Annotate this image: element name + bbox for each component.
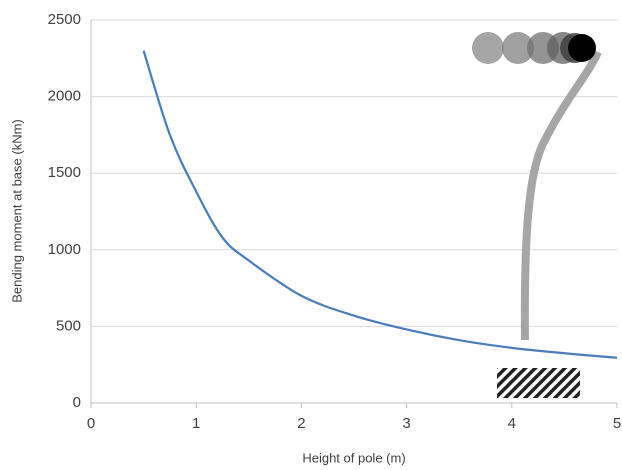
y-tick-label: 1500 — [48, 164, 81, 181]
foundation — [497, 368, 580, 398]
x-tick-label: 3 — [402, 415, 410, 432]
y-axis-title: Bending moment at base (kNm) — [9, 119, 24, 303]
pole-head — [568, 34, 596, 62]
y-tick-label: 0 — [73, 394, 81, 411]
pole-head — [472, 32, 504, 64]
pole — [520, 50, 602, 341]
pole-illustration — [472, 32, 602, 398]
x-tick-label: 4 — [508, 415, 516, 432]
y-tick-label: 1000 — [48, 241, 81, 258]
y-tick-label: 2500 — [48, 11, 81, 28]
x-axis-title: Height of pole (m) — [302, 450, 405, 465]
y-tick-label: 500 — [56, 317, 81, 334]
data-line — [142, 50, 618, 359]
pole-head — [502, 32, 534, 64]
y-tick-label: 2000 — [48, 88, 81, 105]
x-tick-label: 1 — [192, 415, 200, 432]
x-tick-label: 0 — [87, 415, 95, 432]
x-tick-label: 5 — [613, 415, 621, 432]
x-tick-label: 2 — [297, 415, 305, 432]
